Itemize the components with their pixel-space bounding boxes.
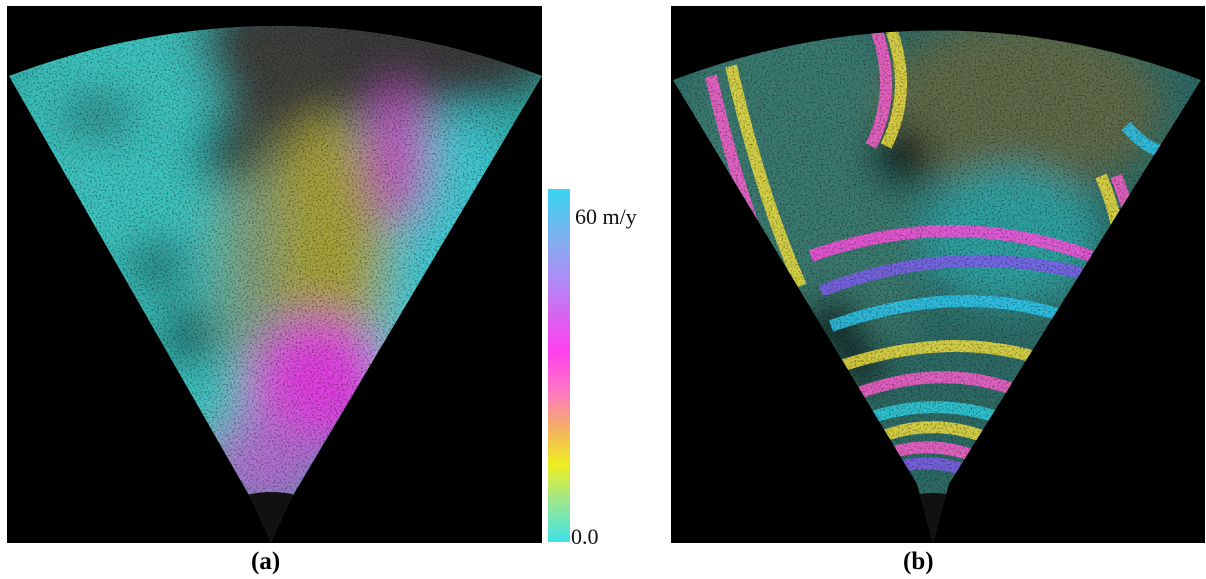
sector-scan-a: [9, 26, 542, 542]
sar-image-a: [7, 6, 542, 543]
sar-image-b: [671, 6, 1205, 543]
velocity-colorbar: [548, 189, 570, 542]
caption-panel-b: (b): [903, 548, 934, 575]
colorbar-max-label: 60 m/y: [575, 204, 637, 229]
caption-panel-a: (a): [251, 548, 281, 575]
sector-scan-b: [673, 30, 1201, 543]
colorbar-min-label: 0.0: [571, 524, 599, 549]
